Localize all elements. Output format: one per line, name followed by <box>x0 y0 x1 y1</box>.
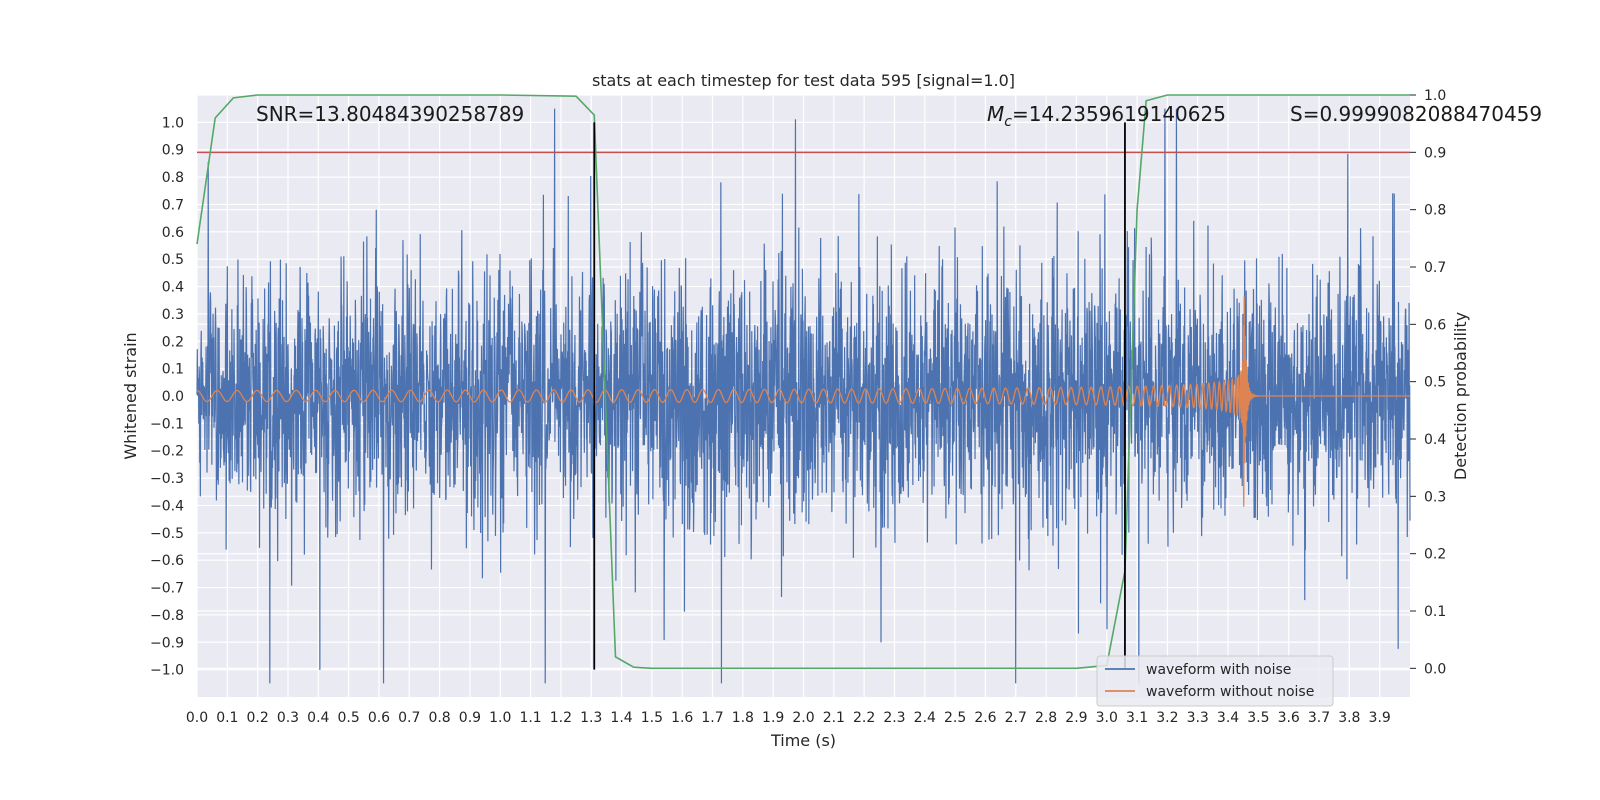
right-y-tick-label: 0.4 <box>1424 432 1446 448</box>
right-y-tick-label: 0.2 <box>1424 547 1446 563</box>
legend-label-noise: waveform with noise <box>1146 662 1291 678</box>
left-y-axis-ticks: 1.0 0.9 0.8 0.7 0.6 0.5 0.4 0.3 0.2 0.1 0.0 −0.1 −0.… <box>150 115 184 678</box>
legend-box <box>1096 655 1334 707</box>
x-tick-label: 0.4 <box>307 710 329 726</box>
chart-title: stats at each timestep for test data 595… <box>592 71 1015 90</box>
left-y-tick-label: 1.0 <box>162 115 184 131</box>
x-tick-label: 0.8 <box>428 710 450 726</box>
x-tick-label: 1.6 <box>671 710 693 726</box>
x-tick-label: 1.7 <box>701 710 723 726</box>
x-tick-label: 0.0 <box>186 710 208 726</box>
x-tick-label: 1.9 <box>762 710 784 726</box>
x-tick-label: 0.6 <box>368 710 390 726</box>
x-tick-label: 2.4 <box>914 710 936 726</box>
left-y-tick-label: −0.7 <box>150 581 184 597</box>
x-tick-label: 2.8 <box>1035 710 1057 726</box>
series-layer <box>196 94 1411 684</box>
x-tick-label: 3.2 <box>1156 710 1178 726</box>
left-y-tick-label: −0.1 <box>150 416 184 432</box>
x-tick-label: 3.4 <box>1217 710 1239 726</box>
x-tick-label: 1.5 <box>641 710 663 726</box>
x-tick-label: 2.0 <box>792 710 814 726</box>
right-y-tick-label: 0.6 <box>1424 317 1446 333</box>
left-y-tick-label: 0.5 <box>162 252 184 268</box>
x-tick-label: 2.5 <box>944 710 966 726</box>
x-tick-label: 0.1 <box>216 710 238 726</box>
left-y-axis-label: Whitened strain <box>121 332 140 459</box>
left-y-tick-label: −0.8 <box>150 608 184 624</box>
right-y-axis-label: Detection probability <box>1451 312 1470 480</box>
x-tick-label: 1.4 <box>610 710 632 726</box>
x-tick-label: 2.9 <box>1065 710 1087 726</box>
chirp-mass-subscript: c <box>1004 114 1012 130</box>
x-tick-label: 3.7 <box>1308 710 1330 726</box>
left-y-tick-label: 0.9 <box>162 143 184 159</box>
left-y-tick-label: −0.2 <box>150 444 184 460</box>
series-waveform-with-noise <box>196 108 1411 684</box>
legend-label-clean: waveform without noise <box>1146 684 1314 700</box>
left-y-tick-label: −0.3 <box>150 471 184 487</box>
x-tick-label: 3.1 <box>1126 710 1148 726</box>
x-tick-label: 0.3 <box>277 710 299 726</box>
left-y-tick-label: 0.4 <box>162 280 184 296</box>
s-annotation: S=0.9999082088470459 <box>1290 102 1542 126</box>
x-tick-label: 3.0 <box>1096 710 1118 726</box>
x-tick-label: 1.2 <box>550 710 572 726</box>
legend: waveform with noise waveform without noi… <box>1096 655 1334 707</box>
x-tick-label: 2.6 <box>974 710 996 726</box>
right-y-tick-label: 0.9 <box>1424 145 1446 161</box>
x-tick-label: 0.7 <box>398 710 420 726</box>
chirp-mass-value: =14.2359619140625 <box>1012 102 1226 126</box>
x-tick-label: 2.2 <box>853 710 875 726</box>
left-y-tick-label: −0.6 <box>150 553 184 569</box>
x-tick-label: 2.1 <box>823 710 845 726</box>
x-tick-label: 3.3 <box>1187 710 1209 726</box>
x-tick-label: 1.8 <box>732 710 754 726</box>
x-tick-label: 0.2 <box>247 710 269 726</box>
left-y-tick-label: 0.2 <box>162 334 184 350</box>
left-y-tick-label: 0.8 <box>162 170 184 186</box>
snr-annotation: SNR=13.80484390258789 <box>256 102 524 126</box>
right-y-tick-label: 0.0 <box>1424 661 1446 677</box>
right-y-axis-ticks: 1.0 0.9 0.8 0.7 0.6 0.5 0.4 0.3 0.2 0.1 0.0 <box>1410 88 1446 677</box>
x-tick-label: 2.3 <box>883 710 905 726</box>
x-tick-label: 0.9 <box>459 710 481 726</box>
right-y-tick-label: 0.1 <box>1424 604 1446 620</box>
left-y-tick-label: −0.4 <box>150 498 184 514</box>
chirp-mass-symbol: M <box>987 102 1004 126</box>
x-tick-label: 3.8 <box>1338 710 1360 726</box>
x-tick-label: 1.1 <box>519 710 541 726</box>
x-tick-label: 0.5 <box>337 710 359 726</box>
right-y-tick-label: 0.8 <box>1424 203 1446 219</box>
x-tick-label: 1.3 <box>580 710 602 726</box>
left-y-tick-label: −1.0 <box>150 663 184 679</box>
right-y-tick-label: 0.7 <box>1424 260 1446 276</box>
series-detection-probability <box>196 94 1410 670</box>
right-y-tick-label: 0.5 <box>1424 375 1446 391</box>
x-tick-label: 3.5 <box>1247 710 1269 726</box>
series-waveform-without-noise <box>196 296 1410 507</box>
x-tick-label: 1.0 <box>489 710 511 726</box>
x-tick-label: 2.7 <box>1005 710 1027 726</box>
x-axis-label: Time (s) <box>770 731 836 750</box>
left-y-tick-label: 0.3 <box>162 307 184 323</box>
chirp-mass-annotation: Mc=14.2359619140625 <box>987 102 1226 130</box>
x-tick-label: 3.6 <box>1278 710 1300 726</box>
right-y-tick-label: 1.0 <box>1424 88 1446 104</box>
left-y-tick-label: −0.5 <box>150 526 184 542</box>
x-tick-label: 3.9 <box>1369 710 1391 726</box>
left-y-tick-label: −0.9 <box>150 635 184 651</box>
right-y-tick-label: 0.3 <box>1424 489 1446 505</box>
left-y-tick-label: 0.0 <box>162 389 184 405</box>
left-y-tick-label: 0.1 <box>162 362 184 378</box>
left-y-tick-label: 0.6 <box>162 225 184 241</box>
left-y-tick-label: 0.7 <box>162 197 184 213</box>
x-axis-ticks: 0.0 0.1 0.2 0.3 0.4 0.5 0.6 0.7 0.8 0.9 1.0 1.1 1.2 1… <box>186 710 1391 726</box>
